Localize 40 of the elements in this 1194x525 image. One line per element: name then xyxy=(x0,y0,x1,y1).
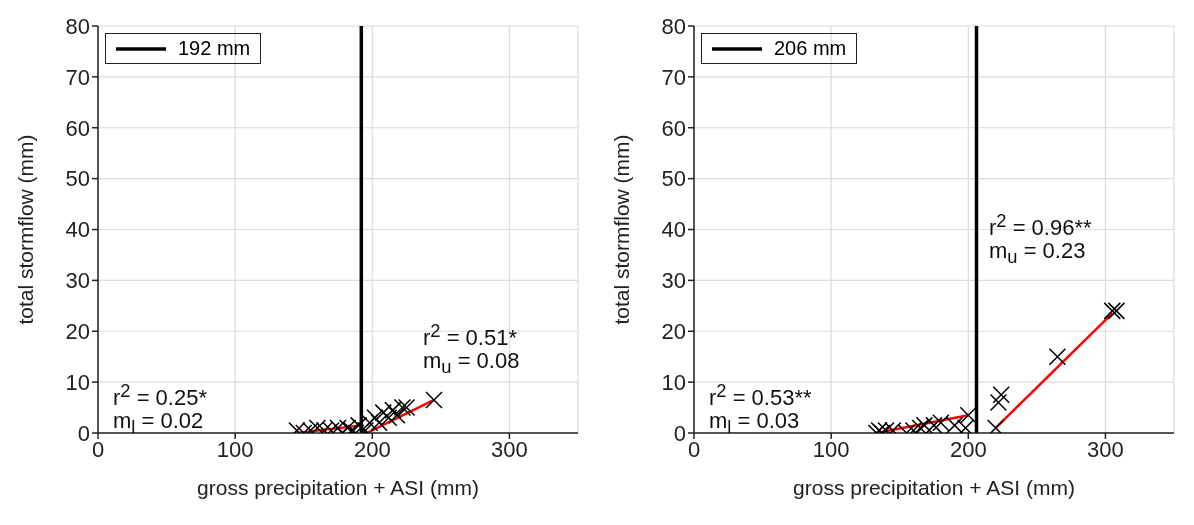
y-tick-label: 20 xyxy=(65,319,90,345)
annotation: m$_{l}$ = 0.03 xyxy=(709,408,800,438)
x-tick-label: 300 xyxy=(491,436,528,462)
y-tick-label: 10 xyxy=(661,369,686,395)
y-tick-label: 0 xyxy=(673,420,686,446)
y-tick-label: 0 xyxy=(77,420,90,446)
y-tick-label: 60 xyxy=(661,115,686,141)
y-tick-label: 30 xyxy=(661,268,686,294)
y-tick-label: 30 xyxy=(65,268,90,294)
annotation: m$_{u}$ = 0.23 xyxy=(989,238,1086,268)
x-tick-label: 100 xyxy=(216,436,254,462)
y-tick-label: 40 xyxy=(65,217,90,243)
x-tick-label: 300 xyxy=(1087,436,1124,462)
x-axis-title: gross precipitation + ASI (mm) xyxy=(793,476,1075,499)
annotation: r$^{2}$ = 0.53** xyxy=(709,380,812,411)
y-tick-label: 50 xyxy=(65,166,90,192)
y-tick-label: 70 xyxy=(65,64,90,90)
y-tick-label: 60 xyxy=(65,115,90,141)
x-tick-label: 200 xyxy=(353,436,391,462)
y-axis-title: total stormflow (mm) xyxy=(610,134,634,325)
ref-line-label: 192 mm xyxy=(178,37,251,60)
x-tick-label: 100 xyxy=(812,436,850,462)
annotation: m$_{l}$ = 0.02 xyxy=(113,408,204,438)
annotation: r$^{2}$ = 0.96** xyxy=(989,210,1092,241)
ref-line-label: 206 mm xyxy=(774,37,847,60)
annotation: r$^{2}$ = 0.51* xyxy=(423,320,517,351)
legend-frame: 192 mm xyxy=(106,34,261,63)
y-tick-label: 80 xyxy=(661,13,686,39)
y-tick-label: 40 xyxy=(661,217,686,243)
y-tick-label: 50 xyxy=(661,166,686,192)
annotation: m$_{u}$ = 0.08 xyxy=(423,348,520,378)
y-axis-title: total stormflow (mm) xyxy=(14,134,38,325)
legend-frame: 206 mm xyxy=(702,34,857,63)
y-tick-label: 20 xyxy=(661,319,686,345)
x-axis-title: gross precipitation + ASI (mm) xyxy=(197,476,479,499)
annotation: r$^{2}$ = 0.25* xyxy=(113,380,207,411)
y-tick-label: 70 xyxy=(661,64,686,90)
y-tick-label: 80 xyxy=(65,13,90,39)
y-tick-label: 10 xyxy=(65,369,90,395)
x-tick-label: 200 xyxy=(949,436,987,462)
